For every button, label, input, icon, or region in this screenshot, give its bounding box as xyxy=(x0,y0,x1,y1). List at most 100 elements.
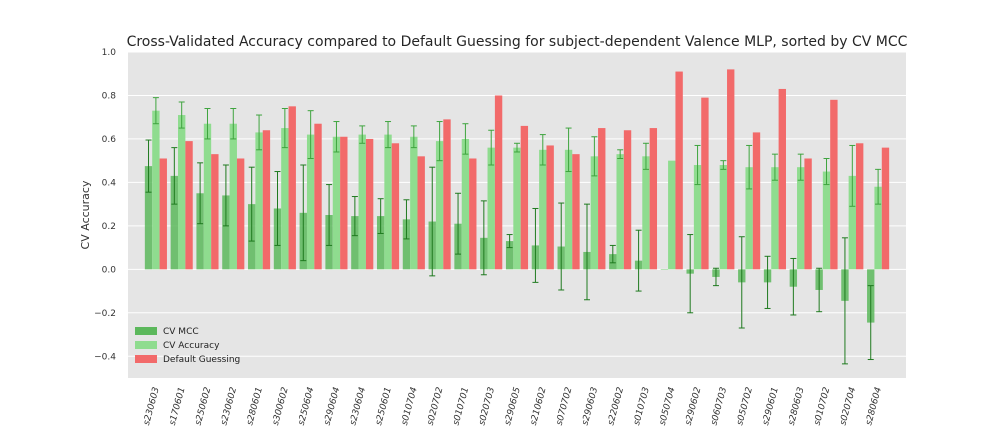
x-ticks: s230603 s170601 s250602 s230602 s280601 s3006… xyxy=(142,386,884,427)
mcc-bar xyxy=(351,216,359,270)
mcc-bar xyxy=(144,166,153,270)
accuracy-bar xyxy=(152,110,160,270)
default-guessing-bar xyxy=(804,158,812,270)
x-tick-label: s230603 xyxy=(142,386,162,427)
default-guessing-bar xyxy=(752,132,761,270)
x-tick-label: s070702 xyxy=(555,386,575,427)
x-tick-label: s290604 xyxy=(323,386,343,427)
y-tick-label: 0.4 xyxy=(102,178,117,188)
default-guessing-bar xyxy=(417,156,425,270)
mcc-bar xyxy=(505,241,514,270)
x-tick-label: s250601 xyxy=(374,386,394,426)
accuracy-bar xyxy=(797,167,805,270)
accuracy-bar xyxy=(874,186,882,270)
default-guessing-bar xyxy=(469,158,477,270)
accuracy-bar xyxy=(513,147,521,270)
accuracy-bar xyxy=(590,156,599,270)
default-guessing-bar xyxy=(649,128,658,270)
x-tick-label: s220602 xyxy=(606,386,626,427)
y-tick-label: 0.0 xyxy=(102,265,117,275)
default-guessing-bar xyxy=(855,143,864,270)
default-guessing-bar xyxy=(623,130,632,270)
x-tick-label: s250604 xyxy=(297,386,317,427)
x-tick-label: s050704 xyxy=(658,386,678,427)
error-bars xyxy=(145,97,882,365)
x-tick-label: s210602 xyxy=(529,386,549,427)
accuracy-bar xyxy=(745,167,753,270)
default-guessing-bar xyxy=(727,69,735,270)
x-tick-label: s290601 xyxy=(761,386,781,426)
mcc-bar xyxy=(402,219,411,270)
accuracy-bar xyxy=(435,141,444,270)
accuracy-bar xyxy=(642,156,650,270)
default-guessing-bar xyxy=(520,125,529,270)
x-tick-label: s300602 xyxy=(271,386,291,427)
accuracy-bar xyxy=(487,147,495,270)
accuracy-bar xyxy=(281,128,289,270)
accuracy-bar xyxy=(358,134,366,270)
default-guessing-bar xyxy=(546,145,554,270)
default-guessing-bar xyxy=(314,123,322,270)
default-guessing-bar xyxy=(494,95,503,270)
legend: CV MCC CV Accuracy Default Guessing xyxy=(135,327,240,365)
default-guessing-bar xyxy=(236,158,245,270)
y-tick-label: 0.2 xyxy=(102,222,116,232)
x-tick-label: s020703 xyxy=(477,386,497,427)
legend-label: CV MCC xyxy=(163,327,199,337)
x-tick-label: s050702 xyxy=(735,386,755,427)
x-tick-label: s280603 xyxy=(787,386,807,427)
accuracy-bar xyxy=(203,123,212,270)
default-guessing-bar xyxy=(701,97,709,270)
default-guessing-bar xyxy=(598,128,606,270)
accuracy-bar xyxy=(848,175,856,270)
default-guessing-bar xyxy=(365,138,374,270)
x-tick-label: s010704 xyxy=(400,386,420,427)
accuracy-bar xyxy=(616,154,624,270)
y-tick-label: 0.8 xyxy=(102,91,117,101)
y-tick-label: 0.6 xyxy=(102,135,117,145)
y-tick-label: 1.0 xyxy=(102,48,117,58)
x-tick-label: s280601 xyxy=(245,386,265,426)
x-tick-label: s010702 xyxy=(813,386,833,427)
default-guessing-bar xyxy=(572,154,580,270)
x-tick-label: s290605 xyxy=(503,386,523,427)
default-guessing-bar xyxy=(391,143,400,270)
default-guessing-bar xyxy=(185,141,193,270)
default-guessing-bar xyxy=(881,147,890,270)
accuracy-bar xyxy=(384,134,392,270)
accuracy-bar xyxy=(719,165,728,270)
mcc-bar xyxy=(376,216,385,270)
legend-swatch xyxy=(135,327,157,335)
default-guessing-bar xyxy=(443,119,451,270)
x-tick-label: s250602 xyxy=(194,386,214,427)
accuracy-bar xyxy=(461,138,470,270)
legend-label: CV Accuracy xyxy=(163,341,220,351)
x-tick-label: s230602 xyxy=(219,386,239,427)
accuracy-bar xyxy=(693,165,702,270)
bars xyxy=(144,69,890,323)
accuracy-bar xyxy=(539,149,547,270)
default-guessing-bar xyxy=(340,136,348,270)
legend-swatch xyxy=(135,355,157,363)
accuracy-bar xyxy=(255,132,263,270)
x-tick-label: s170601 xyxy=(168,386,188,426)
x-tick-label: s290603 xyxy=(581,386,601,427)
y-ticks: −0.4 −0.2 0.0 0.2 0.4 0.6 0.8 1.0 xyxy=(94,48,116,362)
default-guessing-bar xyxy=(211,154,219,270)
default-guessing-bar xyxy=(675,71,683,270)
default-guessing-bar xyxy=(262,130,271,270)
x-tick-label: s290602 xyxy=(684,386,704,427)
accuracy-bar xyxy=(332,136,341,270)
x-tick-label: s060703 xyxy=(709,386,729,427)
accuracy-bar xyxy=(229,123,237,270)
accuracy-bar xyxy=(822,171,831,270)
x-tick-label: s010701 xyxy=(452,386,472,426)
accuracy-bar xyxy=(306,134,315,270)
chart-title: Cross-Validated Accuracy compared to Def… xyxy=(127,34,908,50)
accuracy-bar xyxy=(771,167,779,270)
accuracy-bar xyxy=(410,136,418,270)
legend-label: Default Guessing xyxy=(163,355,240,365)
mcc-bar xyxy=(170,175,179,270)
mcc-bar xyxy=(660,269,669,270)
